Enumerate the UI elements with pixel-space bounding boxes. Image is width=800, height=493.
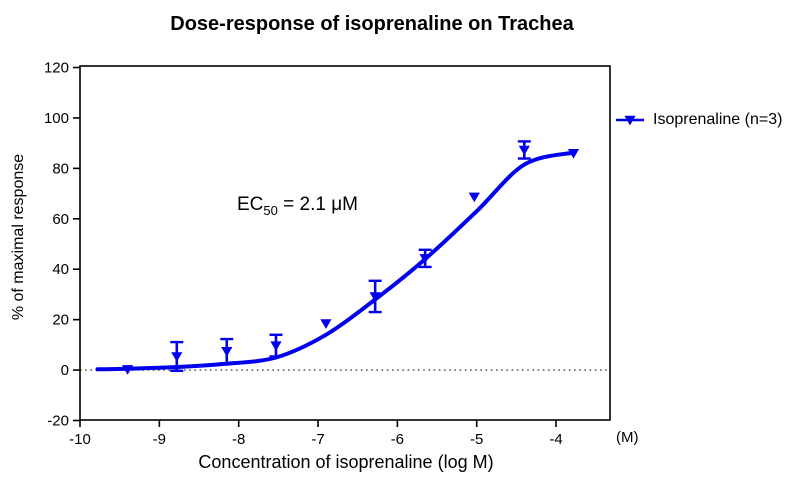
data-point-triangle-marker <box>518 145 530 156</box>
data-point-triangle-marker <box>122 365 134 375</box>
x-tick-label: -4 <box>549 431 562 448</box>
ec50-subscript: 50 <box>263 202 278 218</box>
y-tick-label: 80 <box>52 160 69 177</box>
x-axis-title: Concentration of isoprenaline (log M) <box>198 452 494 472</box>
fit-curve <box>95 150 576 372</box>
y-axis-title-text: % of maximal response <box>10 153 27 321</box>
x-tick-label: -9 <box>153 431 166 448</box>
data-point-triangle-marker <box>320 319 332 329</box>
data-point-triangle-marker <box>369 292 381 302</box>
y-tick-label: 20 <box>52 312 69 329</box>
x-tick-label: -7 <box>311 431 324 448</box>
legend-series-label: Isoprenaline (n=3) <box>653 111 783 128</box>
x-tick-label: -6 <box>391 431 404 448</box>
plot-frame <box>79 65 611 421</box>
y-tick-label: -20 <box>47 413 69 430</box>
y-tick-label: 40 <box>52 261 69 278</box>
y-tick-label: 60 <box>52 211 69 228</box>
y-tick-label: 100 <box>44 110 69 127</box>
x-axis-unit-label: (M) <box>616 429 639 446</box>
ec50-value: = 2.1 μM <box>277 194 358 215</box>
data-point-triangle-marker <box>468 192 480 203</box>
data-point-triangle-marker <box>171 352 183 362</box>
x-tick-label: -10 <box>69 431 91 448</box>
data-point-triangle-marker <box>567 149 580 159</box>
ec50-prefix: EC <box>237 194 264 215</box>
legend-triangle-marker <box>624 115 636 126</box>
x-tick-label: -5 <box>470 431 483 448</box>
y-tick-label: 0 <box>61 362 69 379</box>
data-point-triangle-marker <box>419 254 431 264</box>
data-point-triangle-marker <box>221 346 233 357</box>
y-tick-label: 120 <box>44 60 69 77</box>
data-point-triangle-marker <box>270 341 282 352</box>
x-tick-label: -8 <box>232 431 245 448</box>
ec50-annotation: EC50 = 2.1 μM <box>237 194 358 218</box>
chart-title: Dose-response of isoprenaline on Trachea <box>170 13 574 35</box>
